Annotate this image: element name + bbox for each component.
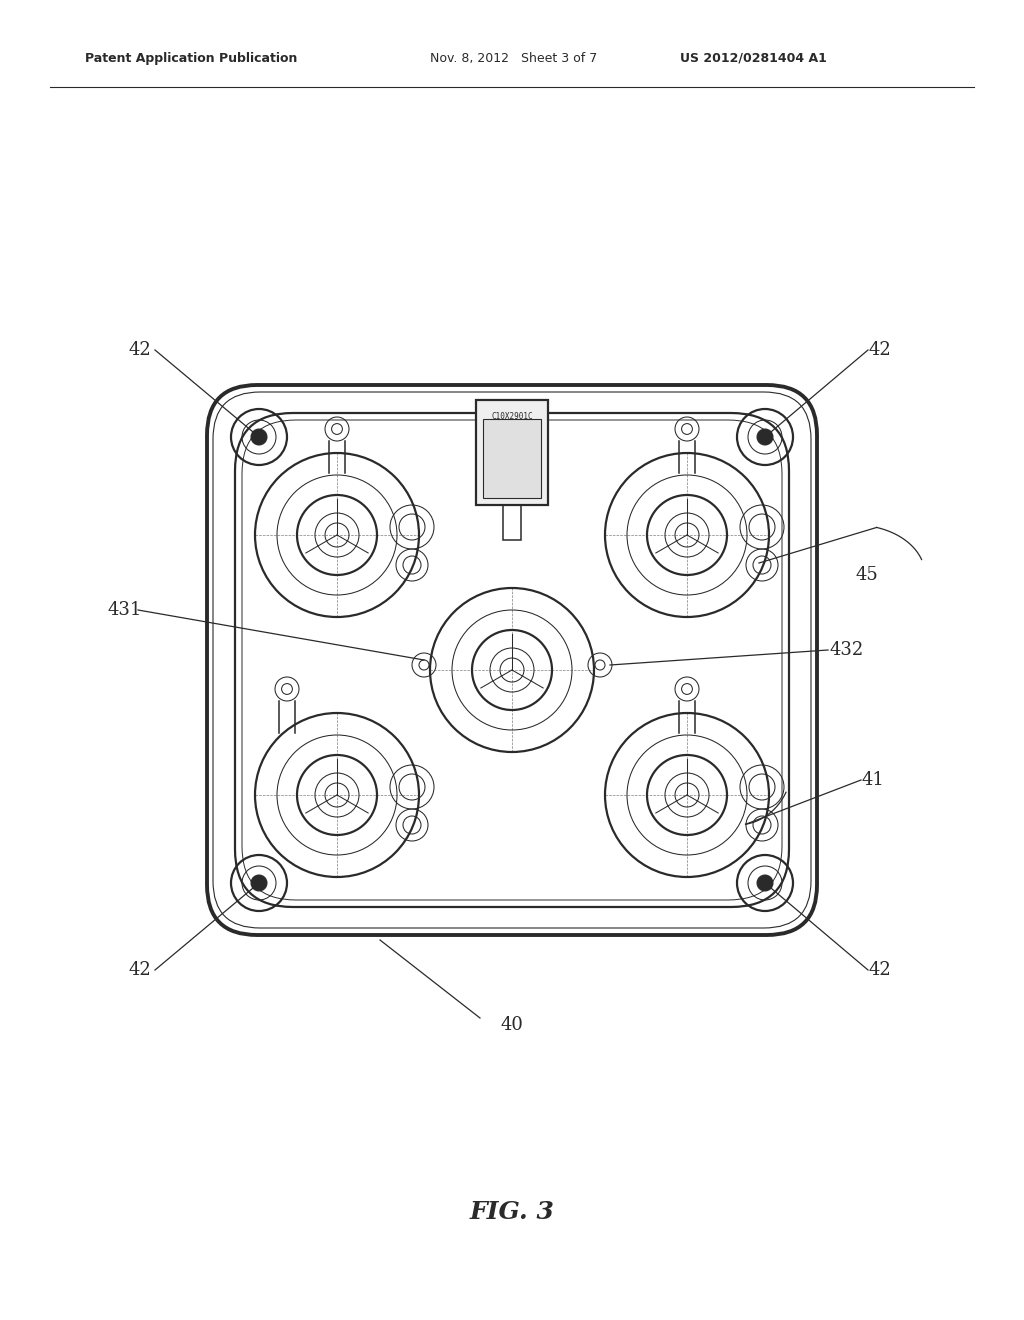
Circle shape	[757, 875, 773, 891]
Bar	[503, 506, 521, 540]
Text: 432: 432	[830, 642, 864, 659]
Text: Patent Application Publication: Patent Application Publication	[85, 51, 297, 65]
Circle shape	[251, 429, 267, 445]
Text: 42: 42	[129, 961, 152, 979]
Text: 42: 42	[868, 961, 891, 979]
Text: 40: 40	[501, 1016, 523, 1034]
Text: 42: 42	[868, 341, 891, 359]
Bar	[476, 400, 548, 506]
Text: C10X2901C: C10X2901C	[492, 412, 532, 421]
Text: 41: 41	[862, 771, 885, 789]
Text: 42: 42	[129, 341, 152, 359]
Circle shape	[757, 429, 773, 445]
Text: US 2012/0281404 A1: US 2012/0281404 A1	[680, 51, 826, 65]
Text: 431: 431	[108, 601, 142, 619]
Bar	[483, 418, 541, 498]
Circle shape	[251, 875, 267, 891]
Text: 45: 45	[855, 566, 878, 583]
Text: Nov. 8, 2012   Sheet 3 of 7: Nov. 8, 2012 Sheet 3 of 7	[430, 51, 597, 65]
Text: FIG. 3: FIG. 3	[470, 1200, 554, 1224]
